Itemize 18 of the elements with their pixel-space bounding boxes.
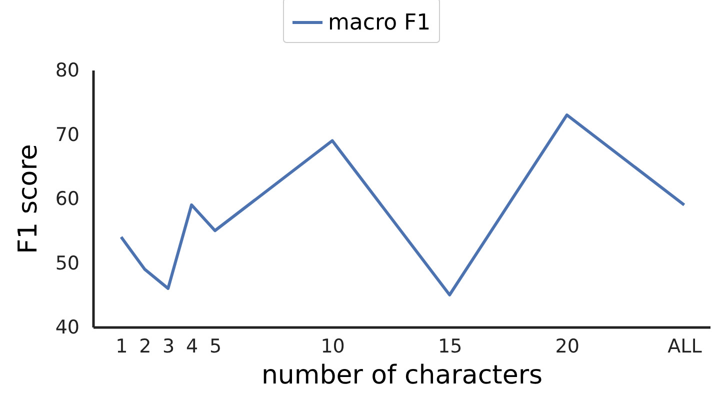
line-series xyxy=(120,113,686,296)
x-tick-label: 5 xyxy=(209,336,222,358)
x-tick-label: 10 xyxy=(320,336,345,358)
x-tick-label: 1 xyxy=(116,336,128,358)
y-axis-title: F1 score xyxy=(13,144,44,254)
legend-label: macro F1 xyxy=(328,10,431,36)
x-tick-label: ALL xyxy=(668,336,702,358)
y-tick-label: 80 xyxy=(55,60,80,82)
x-tick-label: 20 xyxy=(555,336,580,358)
y-tick-label: 40 xyxy=(55,316,80,338)
x-tick-label: 15 xyxy=(438,336,462,358)
y-tick-label: 50 xyxy=(55,252,80,274)
x-tick-label: 4 xyxy=(186,336,198,358)
x-tick-label: 3 xyxy=(162,336,175,358)
y-tick-label: 60 xyxy=(55,188,80,210)
y-tick-label: 70 xyxy=(55,124,80,146)
x-axis-title: number of characters xyxy=(261,360,543,390)
x-tick-label: 2 xyxy=(139,336,152,358)
